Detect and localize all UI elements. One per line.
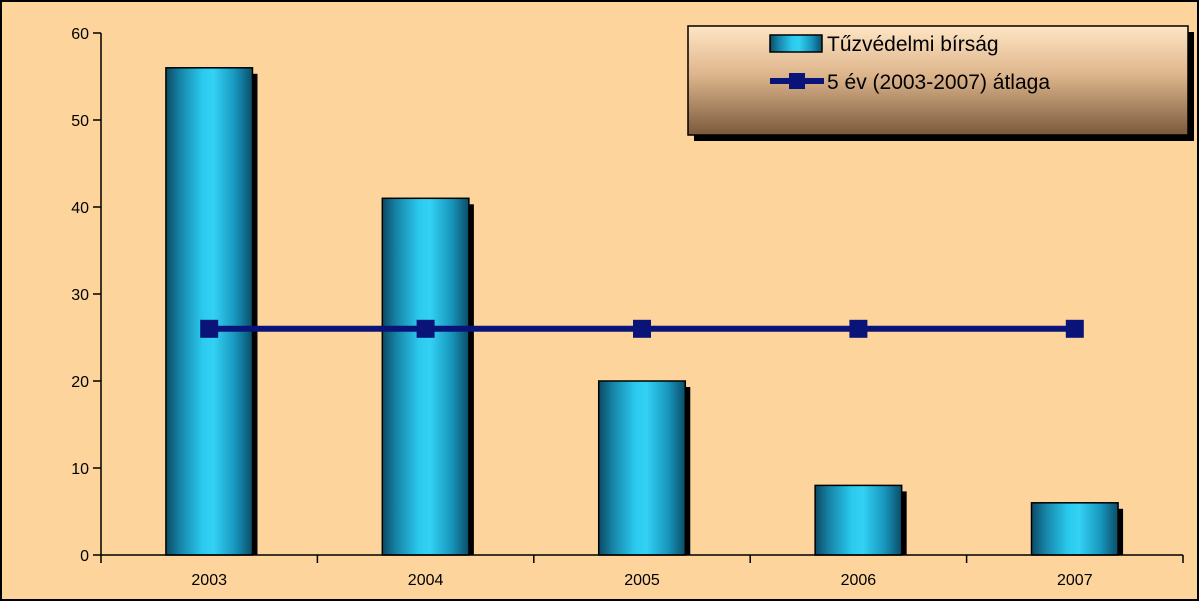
average-marker: [416, 319, 435, 338]
bar: [814, 484, 903, 556]
average-marker: [200, 319, 219, 338]
legend-bar-swatch: [769, 34, 823, 53]
average-marker: [849, 319, 868, 338]
y-tick-label: 0: [80, 548, 89, 565]
x-tick-label: 2003: [191, 572, 227, 589]
y-tick-label: 10: [71, 461, 89, 478]
y-tick-label: 50: [71, 113, 89, 130]
bar: [381, 197, 470, 556]
legend-line-marker: [789, 73, 805, 89]
average-marker: [633, 319, 651, 338]
axes-layer: 0 10 20 30 40 50 60 2003 2004 2005 2006 2007: [71, 26, 1184, 589]
bar: [1030, 502, 1119, 556]
average-marker: [1065, 319, 1084, 338]
bar: [597, 380, 687, 556]
y-tick-label: 60: [71, 26, 89, 43]
bar: [165, 67, 254, 556]
bars-layer: [165, 67, 1124, 556]
y-tick-label: 20: [71, 374, 89, 391]
legend: Tűzvédelmi bírság 5 év (2003-2007) átlag…: [687, 25, 1194, 141]
legend-label-line: 5 év (2003-2007) átlaga: [827, 71, 1050, 94]
legend-label-bar: Tűzvédelmi bírság: [827, 33, 999, 56]
x-tick-label: 2006: [841, 572, 877, 589]
average-line-layer: [200, 319, 1084, 338]
y-tick-label: 40: [71, 200, 89, 217]
x-tick-label: 2004: [408, 572, 444, 589]
x-tick-label: 2007: [1057, 572, 1093, 589]
x-tick-label: 2005: [624, 572, 660, 589]
y-tick-label: 30: [71, 287, 89, 304]
